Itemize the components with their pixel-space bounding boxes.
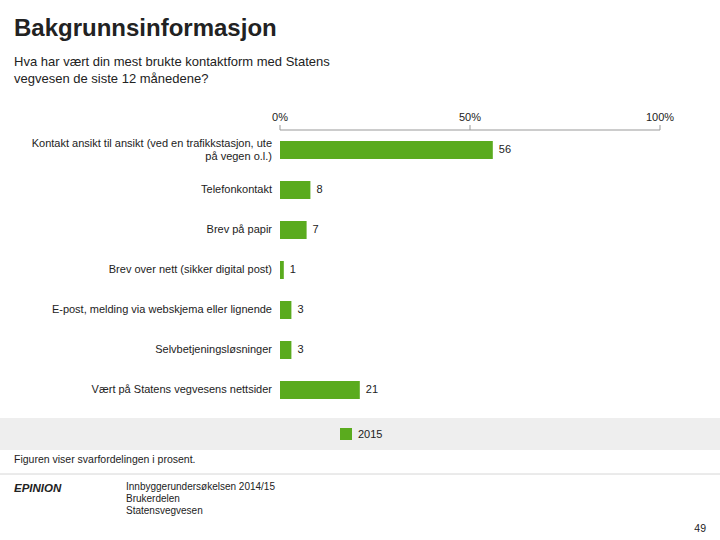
x-tick <box>280 125 281 130</box>
legend-band <box>0 418 720 450</box>
separator <box>0 474 720 475</box>
annotation: Innbyggerundersøkelsen 2014/15Brukerdele… <box>126 481 275 516</box>
data-label: 56 <box>499 143 511 155</box>
annotation: Figuren viser svarfordelingen i prosent. <box>14 453 196 465</box>
background <box>0 0 720 540</box>
chart-svg: Bakgrunnsinformasjon Hva har vært din mes… <box>0 0 720 540</box>
data-label: 8 <box>316 183 322 195</box>
category-label: Vært på Statens vegvesens nettsider <box>92 383 273 395</box>
bar <box>280 181 310 199</box>
bar <box>280 301 291 319</box>
bar <box>280 261 284 279</box>
annotation: EPINION <box>14 482 62 494</box>
bars <box>280 141 493 399</box>
data-label: 3 <box>297 343 303 355</box>
x-tick <box>470 125 471 130</box>
category-label: Brev på papir <box>207 223 273 235</box>
bar <box>280 221 307 239</box>
x-tick <box>660 125 661 130</box>
category-label: Brev over nett (sikker digital post) <box>109 263 272 275</box>
x-tick-label: 0% <box>272 111 288 123</box>
data-label: 3 <box>297 303 303 315</box>
subtitle: Hva har vært din mest brukte kontaktform… <box>14 54 330 86</box>
data-label: 7 <box>313 223 319 235</box>
chart-container: Bakgrunnsinformasjon Hva har vært din mes… <box>0 0 720 540</box>
title: Bakgrunnsinformasjon <box>14 14 277 41</box>
bar <box>280 381 360 399</box>
x-tick-label: 100% <box>646 111 674 123</box>
bar <box>280 141 493 159</box>
bar <box>280 341 291 359</box>
category-label: Kontakt ansikt til ansikt (ved en trafik… <box>32 136 272 161</box>
annotation: 49 <box>694 522 706 534</box>
x-tick-label: 50% <box>459 111 481 123</box>
legend-swatch <box>340 428 352 440</box>
category-label: Telefonkontakt <box>201 183 272 195</box>
data-label: 21 <box>366 383 378 395</box>
category-label: Selvbetjeningsløsninger <box>155 343 272 355</box>
category-label: E-post, melding via webskjema eller lign… <box>52 303 272 315</box>
data-label: 1 <box>290 263 296 275</box>
legend-label: 2015 <box>358 428 382 440</box>
